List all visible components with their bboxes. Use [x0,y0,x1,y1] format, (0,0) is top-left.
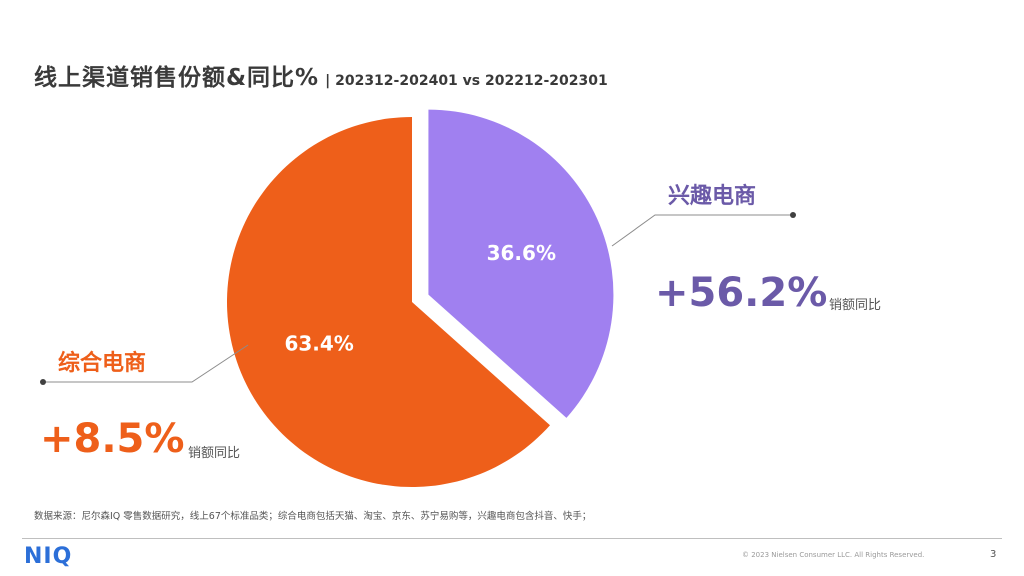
chart-title: 线上渠道销售份额&同比% | 202312-202401 vs 202212-20… [34,58,608,92]
leader-line-interest [611,214,793,247]
leader-line-general-dot [40,379,46,385]
niq-logo: NIQ [24,544,73,569]
footer-divider [22,538,1002,539]
leader-line-interest-dot [790,212,796,218]
title-main: 线上渠道销售份额&同比% [34,65,320,91]
pie-label-general-commerce: 63.4% [284,332,353,356]
pie-label-interest-commerce: 36.6% [487,241,556,265]
growth-value-interest: +56.2% [655,270,828,316]
footnote-source: 数据来源：尼尔森IQ 零售数据研究，线上67个标准品类；综合电商包括天猫、淘宝、… [34,511,592,522]
pie-slice-interest-commerce [428,109,614,418]
copyright-text: © 2023 Nielsen Consumer LLC. All Rights … [742,551,925,559]
leader-line-general [43,344,249,383]
pie-slice-general-commerce [226,117,550,488]
growth-value-general: +8.5% [40,416,185,462]
label-category-general: 综合电商 [58,351,147,376]
title-period: | 202312-202401 vs 202212-202301 [325,73,608,89]
label-category-interest: 兴趣电商 [668,184,757,209]
growth-label-interest: 销额同比 [829,298,882,313]
page-number: 3 [990,549,997,560]
growth-label-general: 销额同比 [188,446,241,461]
